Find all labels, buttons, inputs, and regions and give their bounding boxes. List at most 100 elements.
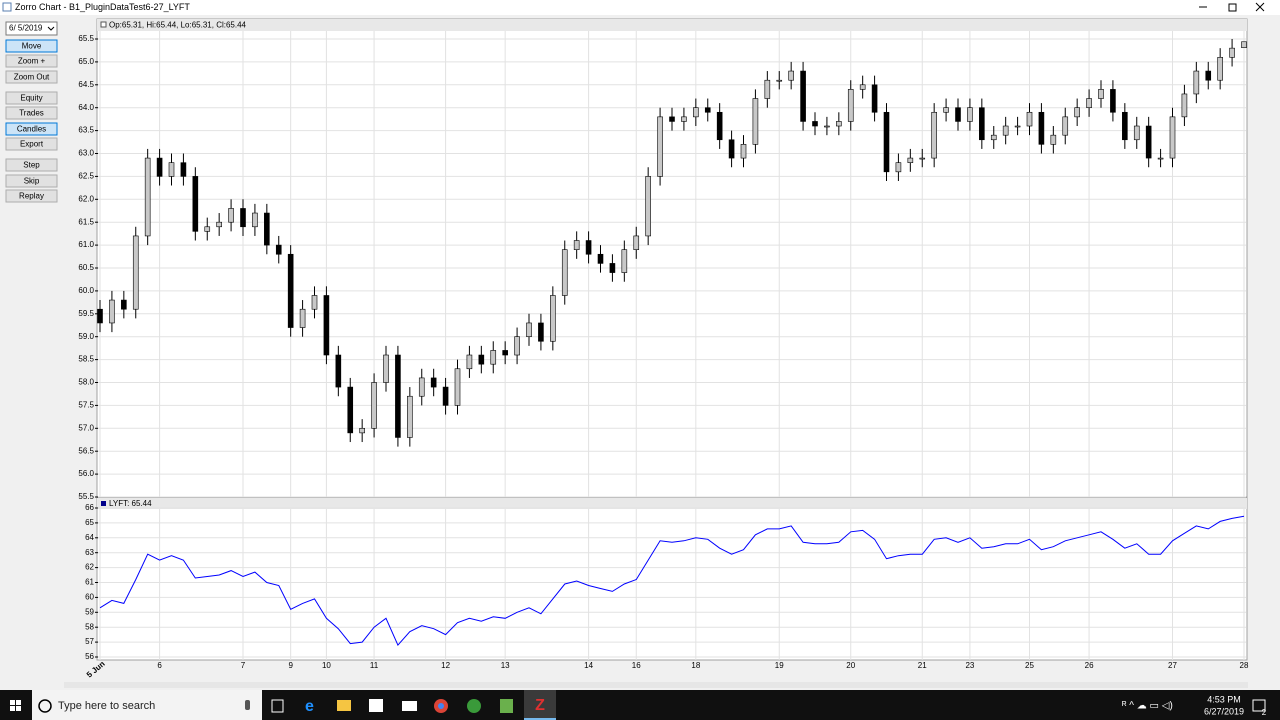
clock-date[interactable]: 6/27/2019 (1204, 706, 1244, 716)
candle-body (1038, 111, 1045, 145)
edge-icon[interactable]: e (305, 698, 314, 715)
notepad-icon[interactable] (500, 699, 513, 713)
candle-body (1122, 111, 1128, 141)
candle-body (1098, 89, 1104, 99)
mail-icon[interactable] (402, 701, 417, 711)
candle-body (800, 70, 806, 122)
candle-body (645, 176, 651, 237)
button-label: Zoom + (18, 57, 46, 66)
candle-body (1086, 98, 1092, 109)
button[interactable] (5, 137, 58, 151)
y-tick-label: 64 (85, 533, 94, 542)
candle-body (633, 235, 640, 250)
candle-body (1169, 116, 1176, 159)
candle-body (740, 144, 747, 159)
candle-body (430, 377, 437, 388)
store-icon[interactable] (369, 699, 383, 712)
button-panel: Move Zoom + Zoom Out Equity Trades Candles Exp… (5, 39, 58, 203)
close[interactable] (1255, 2, 1265, 12)
y-tick-label: 58.0 (78, 378, 94, 387)
candle-body (216, 221, 222, 228)
x-tick-label: 11 (370, 661, 379, 670)
notification-icon[interactable] (1252, 699, 1266, 712)
button[interactable] (5, 39, 58, 53)
candle-body (228, 208, 234, 223)
button[interactable] (5, 174, 58, 188)
candle-body (716, 111, 723, 141)
button-label: Zoom Out (14, 73, 50, 82)
price-header-box (100, 21, 107, 28)
candle-body (502, 350, 508, 356)
x-tick-label: 21 (918, 661, 927, 670)
globe-icon[interactable] (467, 699, 481, 713)
y-tick-label: 56.0 (78, 469, 94, 478)
candle-body (526, 322, 532, 337)
restore[interactable] (1228, 3, 1237, 12)
candle-body (466, 354, 473, 370)
dropdown-arrow (47, 26, 55, 31)
candle-body (156, 157, 163, 177)
date-text: 6/ 5/2019 (9, 24, 43, 33)
x-tick-label: 16 (632, 661, 641, 670)
x-tick-label: 23 (965, 661, 974, 670)
button[interactable] (5, 106, 58, 120)
y-tick-label: 61 (85, 578, 94, 587)
button[interactable] (5, 189, 58, 203)
y-tick-label: 62.0 (78, 194, 94, 203)
x-tick-label: 5 Jun (85, 659, 107, 679)
candle-body (1014, 125, 1021, 128)
notification-count: 2 (1262, 708, 1267, 717)
candle-body (180, 162, 187, 177)
search-box[interactable] (32, 690, 262, 720)
x-tick-label: 27 (1168, 661, 1177, 670)
candle-body (669, 116, 675, 122)
line-legend-text: LYFT: 65.44 (109, 499, 152, 508)
x-tick-label: 26 (1085, 661, 1094, 670)
candle-body (812, 121, 818, 127)
candle-body (1193, 70, 1200, 95)
button[interactable] (5, 70, 58, 84)
x-tick-label: 19 (775, 661, 784, 670)
button-label: Step (23, 161, 40, 170)
scrollbar[interactable] (64, 682, 1248, 688)
candle-body (967, 107, 973, 122)
button-label: Candles (17, 125, 46, 134)
candle-body (109, 299, 115, 324)
candle-body (514, 336, 520, 356)
button-label: Export (20, 140, 44, 149)
price-header (97, 19, 1247, 31)
task-view[interactable] (271, 699, 284, 713)
candle-body (418, 377, 425, 397)
candle-body (1217, 57, 1223, 81)
button[interactable] (5, 91, 58, 105)
candle-body (168, 162, 175, 177)
button[interactable] (5, 54, 58, 68)
candle-body (1181, 93, 1188, 118)
button[interactable] (5, 158, 58, 172)
x-tick-label: 10 (322, 661, 331, 670)
candle-body (1229, 47, 1235, 58)
start-button[interactable] (10, 700, 21, 711)
x-tick-label: 9 (288, 661, 293, 670)
button[interactable] (5, 122, 58, 136)
explorer-icon[interactable] (337, 700, 351, 711)
candle-body (871, 84, 878, 113)
x-tick-label: 25 (1025, 661, 1034, 670)
candle-body (275, 244, 282, 255)
date-field[interactable] (5, 21, 58, 36)
candle-body (597, 253, 604, 264)
candle-body (538, 322, 544, 342)
candle-body (693, 107, 699, 118)
y-tick-label: 63 (85, 548, 94, 557)
x-tick-label: 12 (441, 661, 450, 670)
candle-body (371, 382, 377, 429)
clock-time[interactable]: 4:53 PM (1207, 694, 1241, 704)
app-icon (2, 2, 12, 12)
candle-body (359, 427, 365, 434)
zorro-task[interactable] (524, 690, 556, 720)
y-tick-label: 62.5 (78, 172, 94, 181)
y-tick-label: 59.0 (78, 332, 94, 341)
tray-icons[interactable]: ᴿ ^ ☁ ▭ ◁) (1122, 701, 1173, 712)
y-tick-label: 58 (85, 622, 94, 631)
